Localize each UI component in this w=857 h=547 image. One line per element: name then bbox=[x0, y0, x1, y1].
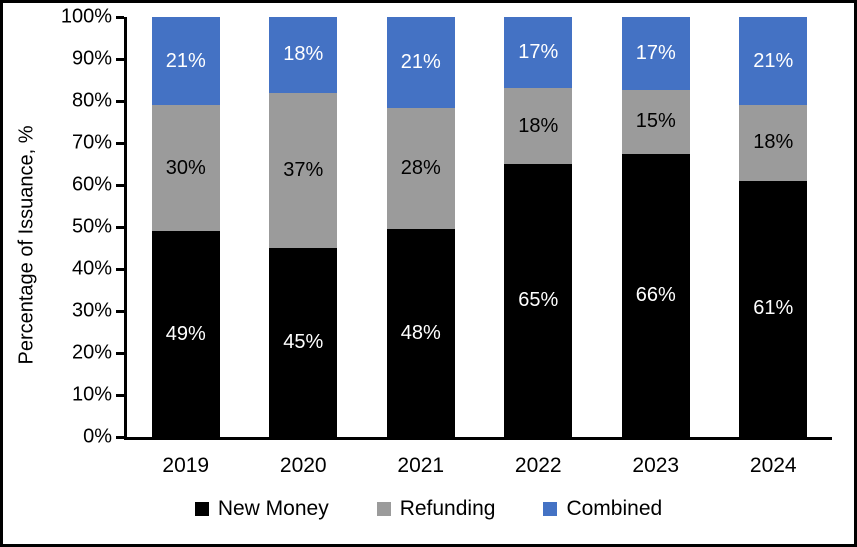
y-tick-mark bbox=[116, 268, 124, 271]
y-tick-mark bbox=[116, 226, 124, 229]
legend-marker-icon bbox=[376, 502, 391, 516]
bar-segment-combined: 17% bbox=[621, 17, 690, 90]
y-tick-label: 100% bbox=[60, 5, 112, 28]
bar-segment-refunding: 18% bbox=[504, 88, 573, 164]
bar-segment-combined: 21% bbox=[739, 17, 808, 106]
bar-data-label: 15% bbox=[635, 110, 676, 133]
bar-segment-refunding: 37% bbox=[269, 92, 338, 248]
bar-segment-new-money: 65% bbox=[504, 164, 573, 437]
legend-item-combined: Combined bbox=[543, 497, 662, 521]
y-tick-mark bbox=[116, 58, 124, 61]
bar-segment-new-money: 66% bbox=[621, 154, 690, 437]
bar-data-label: 18% bbox=[283, 43, 324, 66]
bar-data-label: 21% bbox=[753, 49, 794, 72]
y-tick-label: 70% bbox=[71, 131, 112, 154]
bar-segment-new-money: 49% bbox=[151, 231, 220, 437]
y-tick-label: 60% bbox=[71, 173, 112, 196]
bar-segment-refunding: 15% bbox=[621, 89, 690, 155]
bar-data-label: 49% bbox=[165, 322, 206, 345]
y-axis-title: Percentage of Issuance, % bbox=[15, 125, 38, 365]
bar-segment-new-money: 45% bbox=[269, 248, 338, 437]
x-tick-label: 2020 bbox=[279, 454, 327, 477]
bar-segment-combined: 21% bbox=[151, 17, 220, 106]
y-tick-mark bbox=[116, 436, 124, 439]
bar-data-label: 21% bbox=[165, 49, 206, 72]
y-tick-label: 0% bbox=[83, 425, 112, 448]
bar-segment-new-money: 48% bbox=[386, 229, 455, 437]
bar-segment-combined: 17% bbox=[504, 17, 573, 89]
y-tick-label: 90% bbox=[71, 47, 112, 70]
legend-label: New Money bbox=[217, 497, 329, 520]
bar-data-label: 28% bbox=[400, 157, 441, 180]
legend-item-new-money: New Money bbox=[194, 497, 329, 521]
y-tick-label: 50% bbox=[71, 215, 112, 238]
y-tick-mark bbox=[116, 142, 124, 145]
bar-data-label: 21% bbox=[400, 50, 441, 73]
y-tick-label: 10% bbox=[71, 383, 112, 406]
y-tick-label: 40% bbox=[71, 257, 112, 280]
y-tick-mark bbox=[116, 394, 124, 397]
y-tick-mark bbox=[116, 184, 124, 187]
bar-data-label: 65% bbox=[518, 289, 559, 311]
x-tick-label: 2024 bbox=[749, 454, 797, 477]
y-tick-mark bbox=[116, 352, 124, 355]
x-axis-line bbox=[124, 437, 832, 440]
y-axis-line bbox=[124, 17, 127, 440]
bar-data-label: 45% bbox=[283, 331, 324, 353]
y-tick-mark bbox=[116, 310, 124, 313]
bar-data-label: 37% bbox=[283, 158, 324, 181]
legend-marker-icon bbox=[543, 502, 558, 516]
bar-segment-refunding: 30% bbox=[151, 105, 220, 232]
legend-marker-icon bbox=[194, 502, 209, 516]
x-tick-label: 2023 bbox=[632, 454, 680, 477]
bar-data-label: 66% bbox=[635, 284, 676, 307]
y-tick-label: 80% bbox=[71, 89, 112, 112]
legend-item-refunding: Refunding bbox=[376, 497, 496, 521]
legend-label: Refunding bbox=[399, 497, 496, 520]
legend: New Money Refunding Combined bbox=[3, 497, 854, 521]
bar-data-label: 30% bbox=[165, 156, 206, 179]
bar-segment-refunding: 18% bbox=[739, 105, 808, 181]
bar-segment-combined: 18% bbox=[269, 17, 338, 93]
bar-data-label: 61% bbox=[753, 297, 794, 320]
bar-data-label: 17% bbox=[518, 41, 559, 64]
x-tick-label: 2021 bbox=[397, 454, 445, 477]
bar-data-label: 17% bbox=[635, 41, 676, 64]
bar-data-label: 18% bbox=[753, 131, 794, 154]
bar-segment-refunding: 28% bbox=[386, 107, 455, 230]
x-tick-label: 2019 bbox=[162, 454, 210, 477]
y-tick-label: 30% bbox=[71, 299, 112, 322]
y-tick-mark bbox=[116, 16, 124, 19]
bar-segment-new-money: 61% bbox=[739, 180, 808, 437]
y-tick-label: 20% bbox=[71, 341, 112, 364]
bar-data-label: 48% bbox=[400, 321, 441, 344]
bar-data-label: 18% bbox=[518, 114, 559, 137]
x-tick-label: 2022 bbox=[514, 454, 562, 477]
legend-label: Combined bbox=[566, 497, 663, 520]
y-tick-mark bbox=[116, 100, 124, 103]
bar-segment-combined: 21% bbox=[386, 17, 455, 108]
